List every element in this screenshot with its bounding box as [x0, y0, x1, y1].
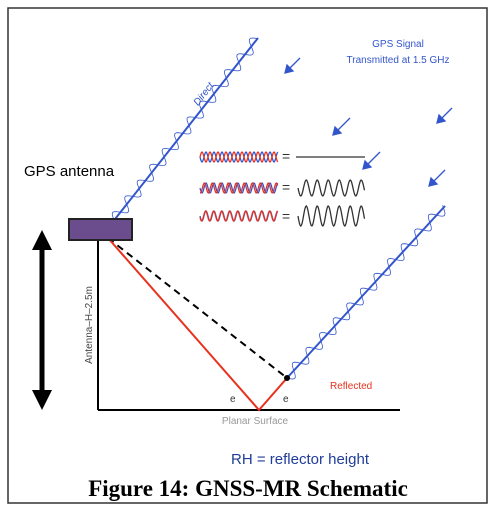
equals: = [282, 148, 290, 164]
height-label: Antenna–H–2.5m [84, 286, 95, 364]
surface-label: Planar Surface [222, 416, 289, 427]
caption: Figure 14: GNSS-MR Schematic [88, 476, 408, 501]
reflection-point [284, 375, 290, 381]
antenna-label: GPS antenna [24, 163, 115, 180]
angle-label: e [283, 394, 289, 405]
reflected-label: Reflected [330, 381, 372, 392]
interference [199, 151, 366, 227]
wave [286, 205, 446, 380]
frame [7, 7, 488, 504]
signal-title: GPS Signal [372, 39, 424, 50]
reflected-path [107, 237, 288, 412]
wave-glyph [297, 205, 366, 227]
waves [107, 37, 446, 380]
wave [107, 37, 259, 230]
equals: = [282, 179, 290, 195]
ray [286, 205, 446, 379]
angle-label: e [230, 394, 236, 405]
wave-glyph [199, 151, 279, 163]
signal-arrows [284, 57, 453, 187]
wave-glyph [199, 151, 279, 163]
wave-glyph [297, 179, 366, 197]
signal-subtitle: Transmitted at 1.5 GHz [347, 55, 450, 66]
path-difference [107, 237, 288, 379]
note: RH = reflector height [231, 451, 370, 468]
antenna [68, 218, 133, 241]
wave-glyph [200, 182, 279, 194]
equals: = [282, 208, 290, 224]
wave-glyph [199, 210, 279, 222]
height-arrow [32, 230, 52, 410]
